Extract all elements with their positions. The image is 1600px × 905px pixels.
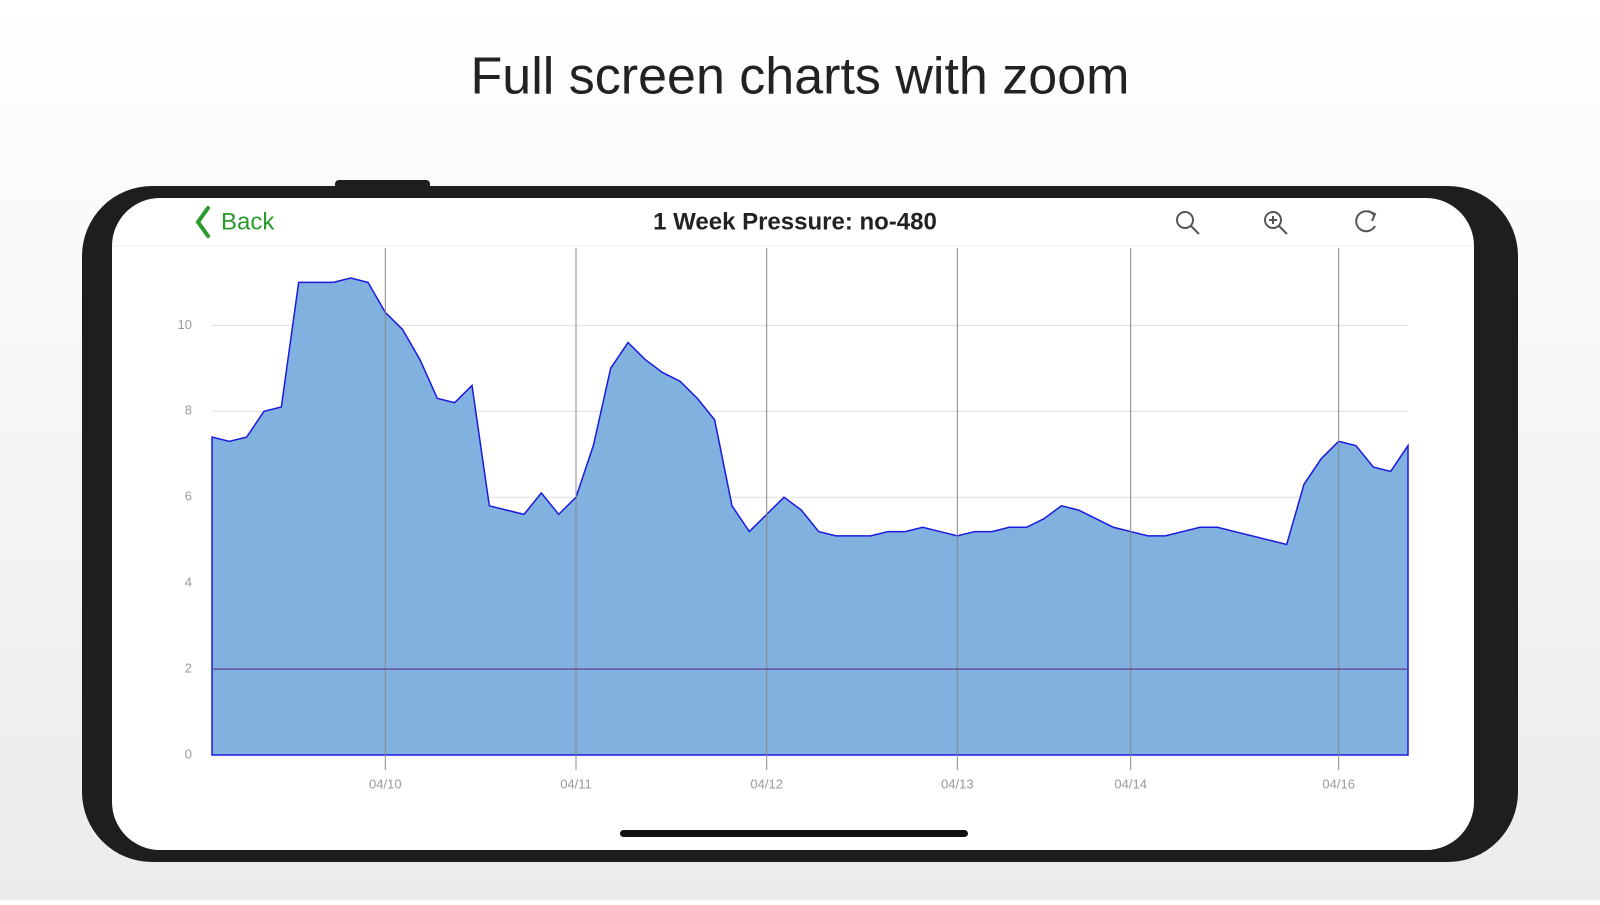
zoom-in-icon[interactable] (1264, 211, 1288, 235)
home-indicator (620, 830, 968, 837)
x-tick-label: 04/16 (1322, 776, 1355, 791)
app-title: 1 Week Pressure: no-480 (653, 208, 937, 235)
x-tick-label: 04/12 (750, 776, 783, 791)
zoom-out-icon[interactable] (1176, 211, 1200, 235)
back-chevron[interactable] (195, 206, 210, 238)
y-tick-label: 6 (185, 489, 192, 504)
phone-button (335, 180, 430, 190)
headline: Full screen charts with zoom (471, 48, 1130, 106)
y-tick-label: 4 (185, 575, 192, 590)
x-tick-label: 04/11 (560, 776, 592, 791)
refresh-icon[interactable] (1355, 210, 1377, 233)
x-tick-label: 04/14 (1114, 776, 1147, 791)
back-button[interactable]: Back (221, 208, 275, 235)
chart: 0 2 4 6 8 10 04/10 04/11 04/12 04/13 04/14 04/16 (178, 248, 1409, 791)
y-tick-label: 8 (185, 403, 192, 418)
x-tick-label: 04/10 (369, 776, 402, 791)
y-tick-label: 10 (178, 317, 192, 332)
y-tick-label: 2 (185, 661, 192, 676)
y-tick-label: 0 (185, 746, 192, 761)
x-tick-label: 04/13 (941, 776, 974, 791)
area (211, 277, 1409, 756)
